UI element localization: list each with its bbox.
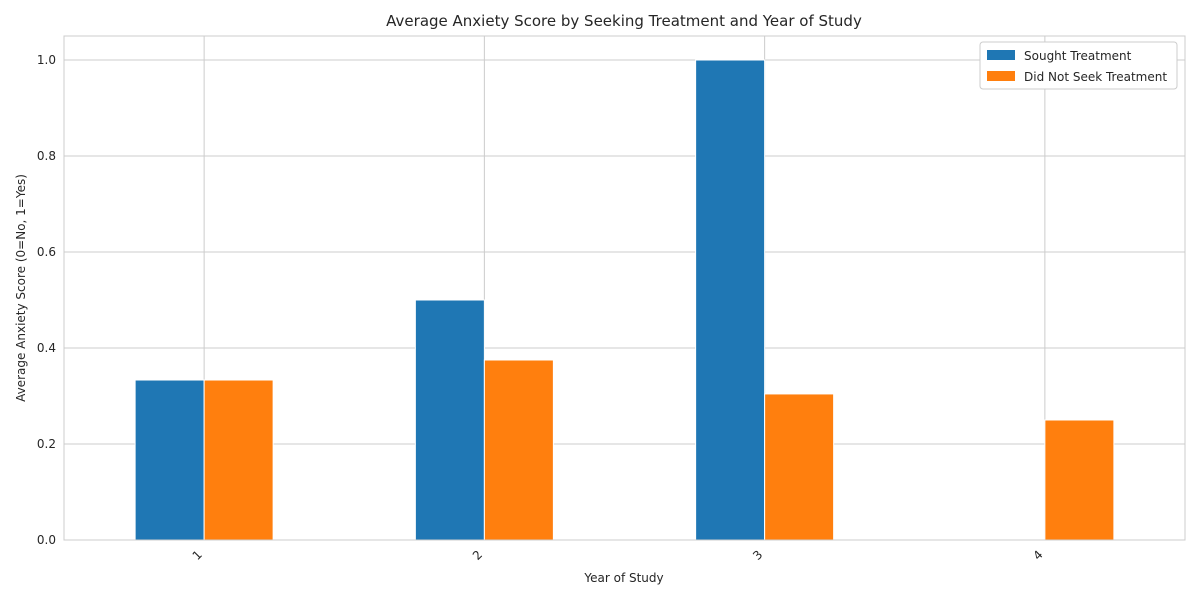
y-axis-ticks: 0.0 0.2 0.4 0.6 0.8 1.0	[37, 53, 56, 547]
x-tick-label: 2	[470, 548, 485, 563]
bar	[414, 299, 485, 541]
y-tick-label: 0.2	[37, 437, 56, 451]
bar	[203, 379, 274, 541]
y-tick-label: 0.8	[37, 149, 56, 163]
y-tick-label: 0.4	[37, 341, 56, 355]
x-axis-label: Year of Study	[583, 571, 663, 585]
legend-label: Sought Treatment	[1024, 49, 1132, 63]
bar	[764, 393, 835, 541]
legend-swatch	[987, 50, 1015, 60]
y-tick-label: 1.0	[37, 53, 56, 67]
y-axis-label: Average Anxiety Score (0=No, 1=Yes)	[14, 174, 28, 402]
bar	[134, 379, 205, 541]
legend-box	[979, 41, 1178, 90]
x-axis-ticks: 1 2 3 4	[190, 548, 1046, 563]
x-tick-label: 3	[750, 548, 765, 563]
legend-swatch	[987, 71, 1015, 81]
legend: Sought Treatment Did Not Seek Treatment	[979, 41, 1178, 90]
bars	[134, 59, 1115, 541]
x-tick-label: 1	[190, 548, 205, 563]
legend-label: Did Not Seek Treatment	[1024, 70, 1167, 84]
chart-title: Average Anxiety Score by Seeking Treatme…	[386, 12, 862, 30]
y-tick-label: 0.0	[37, 533, 56, 547]
bar	[483, 359, 554, 541]
x-tick-label: 4	[1030, 548, 1045, 563]
plot-frame	[63, 35, 1186, 541]
bar	[695, 59, 766, 541]
bar	[1044, 419, 1115, 541]
y-tick-label: 0.6	[37, 245, 56, 259]
